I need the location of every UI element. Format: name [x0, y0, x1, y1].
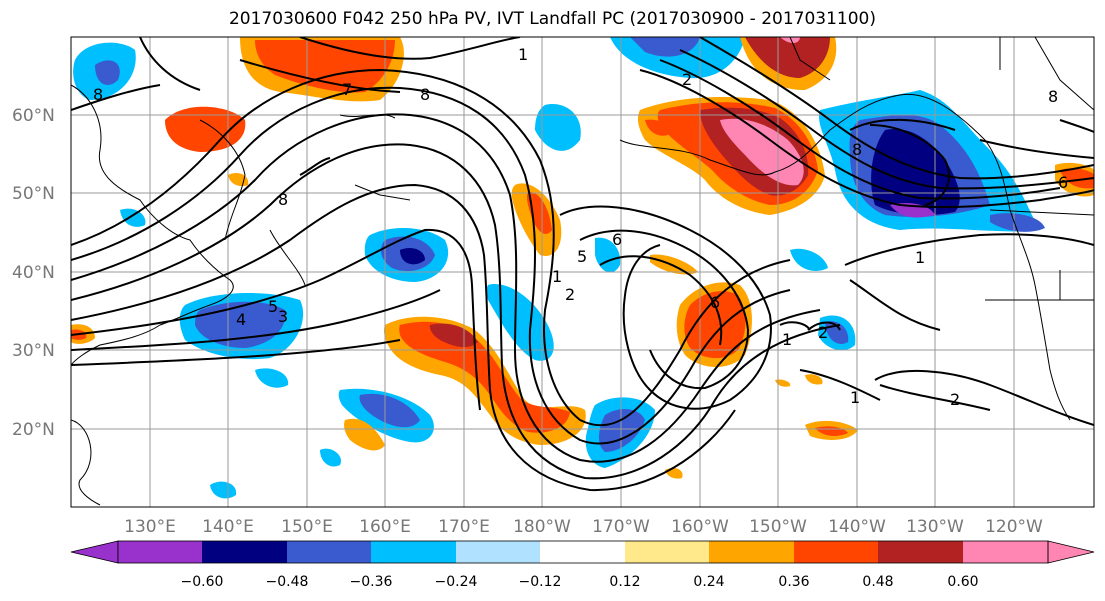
lat-label: 30°N — [12, 341, 55, 361]
lon-label: 130°W — [906, 517, 964, 537]
colorbar-tick-label: 0.48 — [862, 574, 893, 590]
colorbar-segment — [878, 541, 963, 563]
map-title: 2017030600 F042 250 hPa PV, IVT Landfall… — [228, 9, 876, 29]
colorbar-tick-label: 0.24 — [693, 574, 724, 590]
colorbar-segment — [794, 541, 878, 563]
colorbar: −0.60 −0.48 −0.36 −0.24 −0.12 0.12 0.24 … — [70, 540, 1095, 590]
contour-label: 1 — [552, 267, 562, 286]
colorbar-tick-label: −0.60 — [181, 574, 224, 590]
map-panel: 1 1 1 1 1 2 2 2 3 4 5 5 6 6 6 7 8 8 8 8 … — [71, 37, 1094, 507]
colorbar-tick-label: −0.36 — [350, 574, 393, 590]
colorbar-segment — [625, 541, 709, 563]
contour-label: 8 — [1048, 87, 1058, 106]
lat-label: 20°N — [12, 420, 55, 440]
lat-label: 50°N — [12, 184, 55, 204]
contour-label: 8 — [93, 85, 103, 104]
lon-label: 130°E — [124, 517, 176, 537]
contour-label: 5 — [268, 297, 278, 316]
ivt-contours — [71, 37, 1094, 492]
lon-label: 180°W — [513, 517, 571, 537]
contour-label: 1 — [915, 248, 925, 267]
colorbar-tick-labels: −0.60 −0.48 −0.36 −0.24 −0.12 0.12 0.24 … — [181, 574, 979, 590]
coastlines — [71, 37, 1094, 506]
contour-label: 2 — [682, 70, 692, 89]
lon-labels: 130°E 140°E 150°E 160°E 170°E 180°W 170°… — [124, 517, 1043, 537]
colorbar-segment — [202, 541, 287, 563]
contour-label: 6 — [612, 230, 622, 249]
colorbar-segment — [118, 541, 202, 563]
lon-label: 170°W — [592, 517, 650, 537]
colorbar-segment — [540, 541, 625, 563]
contour-labels: 1 1 1 1 1 2 2 2 3 4 5 5 6 6 6 7 8 8 8 8 … — [93, 45, 1068, 409]
contour-label: 2 — [565, 285, 575, 304]
lon-label: 140°E — [202, 517, 254, 537]
lon-label: 170°E — [438, 517, 490, 537]
colorbar-frame — [117, 540, 1049, 564]
colorbar-extend-min — [70, 540, 119, 564]
colorbar-tick-label: −0.12 — [519, 574, 562, 590]
contour-label: 5 — [577, 247, 587, 266]
lon-label: 150°E — [281, 517, 333, 537]
contour-label: 3 — [278, 307, 288, 326]
colorbar-tick-label: 0.12 — [609, 574, 640, 590]
colorbar-extend-max — [1047, 540, 1095, 564]
colorbar-tick-label: −0.24 — [435, 574, 478, 590]
contour-label: 6 — [1058, 173, 1068, 192]
contour-label: 1 — [850, 388, 860, 407]
lon-label: 160°W — [671, 517, 729, 537]
lon-label: 160°E — [359, 517, 411, 537]
colorbar-segment — [371, 541, 456, 563]
contour-label: 1 — [518, 45, 528, 64]
colorbar-tick-label: −0.48 — [266, 574, 309, 590]
contour-label: 2 — [818, 323, 828, 342]
colorbar-segment — [709, 541, 794, 563]
contour-label: 6 — [710, 293, 720, 312]
lon-label: 140°W — [828, 517, 886, 537]
contour-label: 8 — [278, 190, 288, 209]
colorbar-tick-label: 0.60 — [947, 574, 978, 590]
lon-label: 120°W — [985, 517, 1043, 537]
contour-label: 8 — [852, 140, 862, 159]
lon-label: 150°W — [749, 517, 807, 537]
colorbar-segment — [963, 541, 1048, 563]
contour-label: 8 — [420, 85, 430, 104]
map-frame — [70, 36, 1095, 508]
contour-label: 1 — [782, 330, 792, 349]
contour-label: 4 — [236, 310, 246, 329]
lat-label: 60°N — [12, 106, 55, 126]
contour-label: 7 — [342, 80, 352, 99]
lat-label: 40°N — [12, 263, 55, 283]
colorbar-segment — [287, 541, 371, 563]
contour-label: 2 — [950, 390, 960, 409]
colorbar-tick-label: 0.36 — [778, 574, 809, 590]
lat-labels: 60°N 50°N 40°N 30°N 20°N — [12, 106, 55, 440]
colorbar-segment — [456, 541, 540, 563]
